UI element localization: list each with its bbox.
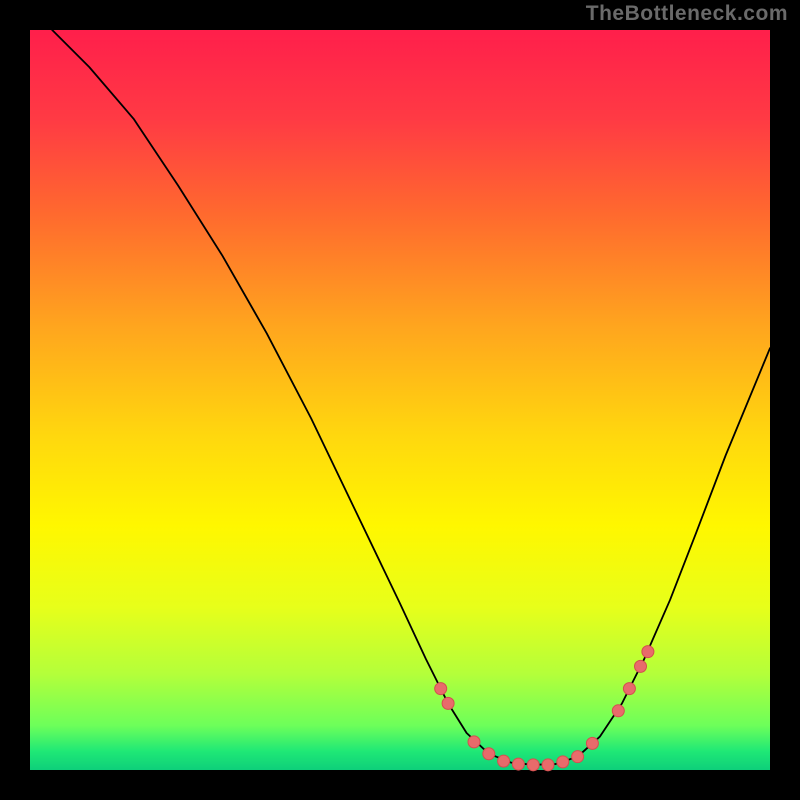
optimum-marker bbox=[623, 683, 635, 695]
optimum-marker bbox=[512, 758, 524, 770]
chart-stage: TheBottleneck.com bbox=[0, 0, 800, 800]
optimum-marker bbox=[483, 748, 495, 760]
optimum-marker bbox=[572, 751, 584, 763]
optimum-marker bbox=[586, 737, 598, 749]
optimum-marker bbox=[468, 736, 480, 748]
optimum-marker bbox=[542, 759, 554, 771]
optimum-marker bbox=[642, 646, 654, 658]
bottleneck-curve-chart bbox=[0, 0, 800, 800]
optimum-marker bbox=[527, 759, 539, 771]
optimum-marker bbox=[635, 660, 647, 672]
optimum-marker bbox=[612, 705, 624, 717]
optimum-marker bbox=[442, 697, 454, 709]
optimum-marker bbox=[498, 755, 510, 767]
watermark-text: TheBottleneck.com bbox=[586, 2, 788, 26]
optimum-marker bbox=[435, 683, 447, 695]
optimum-marker bbox=[557, 756, 569, 768]
plot-background bbox=[30, 30, 770, 770]
